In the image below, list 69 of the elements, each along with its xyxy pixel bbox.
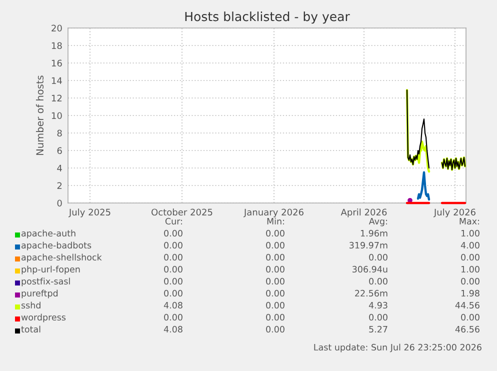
y-tick-label: 14 bbox=[52, 77, 62, 84]
chart-title: Hosts blacklisted - by year bbox=[185, 12, 350, 24]
text: 0.00 bbox=[369, 314, 388, 321]
x-tick-label: October 2025 bbox=[152, 208, 212, 216]
y-tick-label: 12 bbox=[52, 94, 62, 102]
y-axis-title: Number of hosts bbox=[36, 76, 44, 155]
text: 4.08 bbox=[164, 326, 182, 333]
text: 0.00 bbox=[164, 230, 182, 237]
text: 0.00 bbox=[266, 290, 284, 297]
y-tick-label: 8 bbox=[57, 130, 62, 137]
y-tick-label: 16 bbox=[52, 60, 62, 67]
text: 306.94u bbox=[352, 266, 388, 273]
text: 44.56 bbox=[455, 302, 480, 309]
text: 1.96m bbox=[360, 230, 388, 237]
text: 319.97m bbox=[350, 242, 388, 249]
legend-label: wordpress bbox=[21, 314, 66, 322]
text: 0.00 bbox=[266, 254, 284, 261]
y-tick-label: 6 bbox=[57, 147, 62, 154]
text: 0.00 bbox=[266, 278, 284, 285]
text: 1.98 bbox=[461, 290, 480, 297]
legend-label: pureftpd bbox=[22, 290, 58, 298]
text: 0.00 bbox=[164, 266, 182, 273]
text: 46.56 bbox=[455, 326, 480, 333]
y-tick-label: 0 bbox=[57, 200, 62, 207]
text: Cur: bbox=[165, 218, 182, 225]
x-tick-label: April 2026 bbox=[340, 208, 387, 218]
x-tick-label: January 2026 bbox=[244, 208, 304, 218]
text: 0.00 bbox=[266, 314, 284, 321]
text: 0.00 bbox=[164, 290, 182, 297]
text: 0.00 bbox=[164, 242, 182, 249]
legend-label: postfix-sasl bbox=[22, 278, 70, 286]
legend-label: apache-shellshock bbox=[22, 254, 102, 262]
text: 1.00 bbox=[461, 266, 480, 273]
line-series bbox=[416, 171, 430, 201]
text: 0.00 bbox=[164, 254, 182, 261]
text: 0.00 bbox=[266, 326, 284, 333]
text: 0.00 bbox=[164, 278, 182, 285]
text: 4.00 bbox=[460, 242, 480, 249]
text: 0.00 bbox=[461, 314, 480, 321]
y-tick-label: 20 bbox=[52, 24, 62, 32]
text: 0.00 bbox=[369, 254, 388, 261]
text: 5.27 bbox=[369, 326, 388, 333]
text: Last update: Sun Jul 26 23:25:00 2026 bbox=[314, 344, 482, 352]
y-tick-label: 2 bbox=[57, 182, 62, 189]
text: Min: bbox=[267, 218, 284, 224]
text: 0.00 bbox=[461, 278, 480, 285]
legend-label: apache-auth bbox=[22, 230, 76, 238]
text: 22.56m bbox=[355, 290, 388, 297]
legend-label: apache-badbots bbox=[22, 242, 92, 250]
text: 0.00 bbox=[164, 314, 182, 321]
text: 0.00 bbox=[266, 302, 284, 309]
text: 0.00 bbox=[369, 278, 388, 285]
text: 1.00 bbox=[461, 230, 480, 237]
text: 0.00 bbox=[461, 254, 480, 261]
x-tick-label: July 2026 bbox=[433, 208, 476, 218]
y-tick-label: 10 bbox=[52, 112, 62, 120]
text: Max: bbox=[460, 218, 479, 225]
y-tick-label: 4 bbox=[57, 164, 62, 172]
text: 4.08 bbox=[164, 302, 182, 309]
x-tick-label: July 2025 bbox=[68, 208, 110, 218]
legend-label: total bbox=[21, 326, 40, 333]
text: 0.00 bbox=[266, 230, 284, 237]
text: Avg: bbox=[368, 218, 387, 226]
text: 4.93 bbox=[368, 302, 388, 309]
y-tick-label: 18 bbox=[52, 42, 62, 50]
legend-label: php-url-fopen bbox=[22, 266, 80, 274]
legend-label: sshd bbox=[21, 302, 40, 309]
text: 0.00 bbox=[266, 266, 284, 273]
text: 0.00 bbox=[266, 242, 284, 249]
